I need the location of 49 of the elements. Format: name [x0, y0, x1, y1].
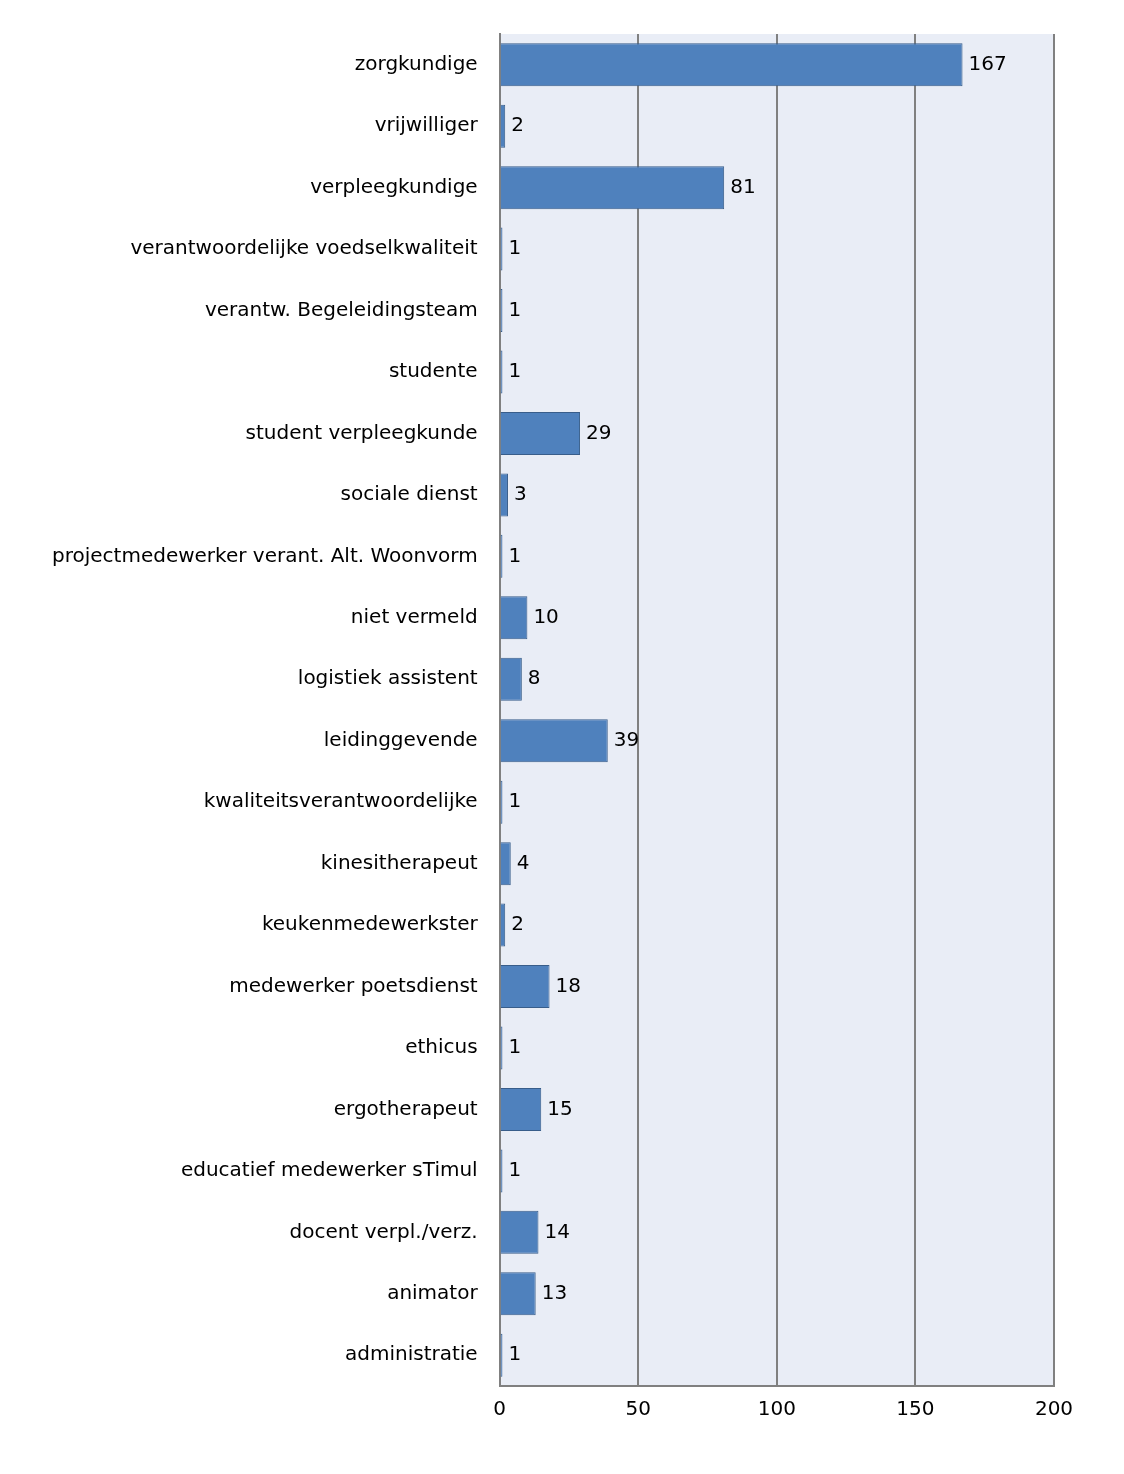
data-label: 1 [508, 1157, 522, 1182]
x-tick-label: 200 [1034, 1396, 1074, 1421]
data-label: 167 [968, 50, 1007, 75]
data-label: 2 [511, 112, 524, 137]
y-tick-label: sociale dienst [340, 481, 478, 506]
y-tick-label: student verpleegkunde [245, 419, 478, 444]
y-tick-label: projectmedewerker verant. Alt. Woonvorm [51, 542, 478, 567]
y-tick-label: verpleegkundige [310, 173, 478, 198]
y-tick-label: logistiek assistent [297, 665, 478, 690]
data-label: 1 [508, 788, 522, 813]
data-label: 1 [508, 358, 522, 383]
x-tick-label: 100 [757, 1396, 796, 1421]
data-label: 4 [516, 849, 530, 874]
data-label: 81 [730, 173, 756, 198]
data-label: 10 [533, 604, 559, 629]
data-label: 3 [513, 481, 527, 506]
y-tick-label: educatief medewerker sTimul [180, 1157, 478, 1182]
y-tick-label: kwaliteitsverantwoordelijke [203, 788, 478, 813]
data-label: 1 [508, 296, 522, 321]
data-label: 29 [586, 419, 612, 444]
y-tick-label: keukenmedewerkster [261, 911, 479, 936]
y-tick-label: verantwoordelijke voedselkwaliteit [130, 235, 478, 260]
y-tick-label: vrijwilliger [374, 112, 479, 137]
y-tick-label: niet vermeld [350, 604, 478, 629]
y-tick-label: animator [387, 1280, 479, 1305]
data-label: 1 [508, 235, 522, 260]
data-label: 1 [508, 1034, 522, 1059]
y-tick-label: leidinggevende [323, 726, 478, 751]
y-tick-label: kinesitherapeut [320, 849, 478, 874]
y-tick-label: ergotherapeut [333, 1095, 478, 1120]
data-label: 2 [511, 911, 524, 936]
data-label: 1 [508, 542, 522, 567]
y-tick-label: medewerker poetsdienst [229, 972, 478, 997]
data-label: 15 [547, 1095, 573, 1120]
data-label: 8 [527, 665, 541, 690]
x-tick-label: 0 [493, 1396, 507, 1421]
y-tick-label: docent verpl./verz. [289, 1218, 478, 1243]
data-label: 13 [541, 1280, 568, 1305]
x-tick-label: 150 [896, 1396, 935, 1421]
y-tick-label: ethicus [405, 1034, 478, 1059]
data-label: 14 [544, 1218, 570, 1243]
x-tick-label: 50 [625, 1396, 651, 1421]
y-tick-label: verantw. Begeleidingsteam [204, 296, 478, 321]
y-tick-label: studente [388, 358, 478, 383]
data-label: 1 [508, 1341, 522, 1366]
y-tick-label: zorgkundige [354, 50, 478, 75]
data-label: 39 [613, 726, 640, 751]
data-label: 18 [555, 972, 582, 997]
y-tick-label: administratie [344, 1341, 478, 1366]
